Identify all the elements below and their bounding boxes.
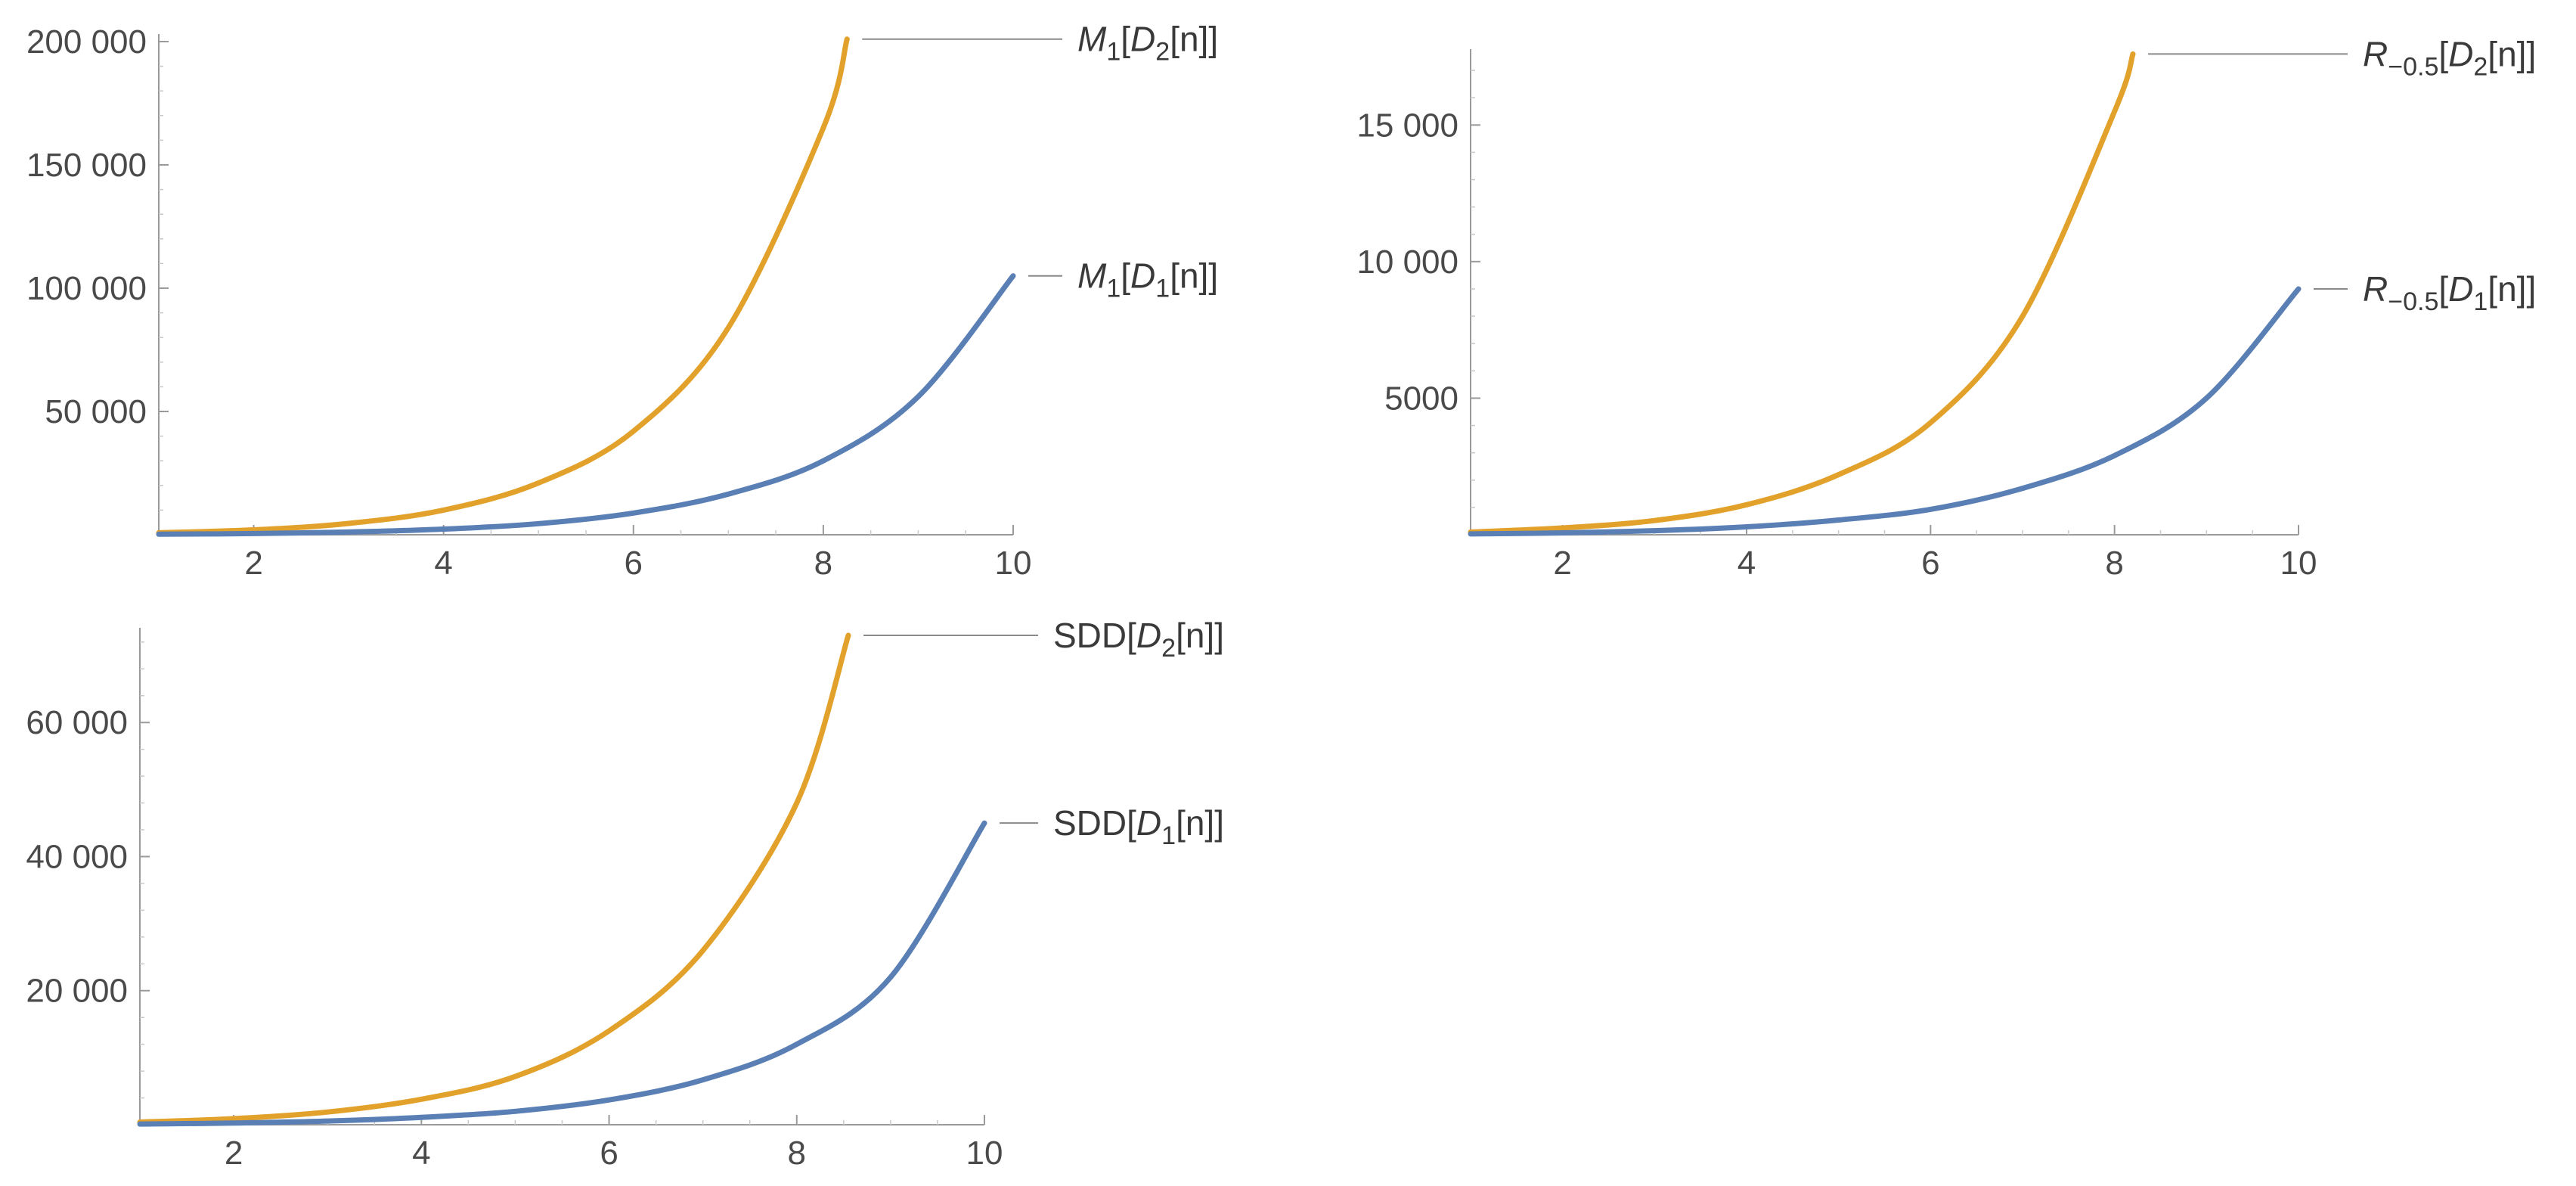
series-label-argsub: 1 bbox=[1161, 821, 1176, 850]
series-label: SDD[D2[n]] bbox=[1053, 616, 1224, 663]
series-label-base: SDD bbox=[1053, 803, 1127, 843]
series-line-2 bbox=[137, 820, 987, 1127]
series-label-arg: D bbox=[1136, 616, 1161, 655]
series-label-base: M bbox=[1077, 20, 1107, 59]
series-label-arg: D bbox=[1130, 20, 1155, 59]
x-tick-label: 2 bbox=[225, 1135, 243, 1172]
series-label-open: [ bbox=[2438, 34, 2448, 73]
series-label-arg: D bbox=[2448, 269, 2473, 309]
series-label-argsub: 1 bbox=[2473, 287, 2488, 316]
series-label-sub: 1 bbox=[1106, 275, 1121, 303]
y-tick-label: 15 000 bbox=[1356, 107, 1458, 144]
series-label: M1[D1[n]] bbox=[1077, 256, 1218, 303]
y-tick-label: 40 000 bbox=[26, 838, 128, 875]
series-label-tail: [n]] bbox=[1170, 20, 1218, 59]
series-label-arg: D bbox=[1136, 803, 1161, 843]
series-label-tail: [n]] bbox=[1176, 616, 1224, 655]
series-label-open: [ bbox=[1121, 256, 1130, 296]
series-label-sub: 1 bbox=[1106, 38, 1121, 67]
series-line-1 bbox=[156, 36, 850, 536]
x-tick-label: 10 bbox=[966, 1135, 1003, 1172]
series-label-sub: −0.5 bbox=[2388, 52, 2438, 81]
x-tick-label: 6 bbox=[625, 545, 643, 582]
y-tick-label: 100 000 bbox=[26, 270, 147, 307]
series-label: R−0.5[D2[n]] bbox=[2363, 34, 2536, 81]
series-label: SDD[D1[n]] bbox=[1053, 803, 1224, 850]
series-label-argsub: 2 bbox=[1161, 634, 1176, 663]
y-tick-label: 60 000 bbox=[26, 704, 128, 741]
x-tick-label: 8 bbox=[788, 1135, 806, 1172]
x-tick-label: 2 bbox=[1553, 545, 1571, 582]
series-label-base: M bbox=[1077, 256, 1107, 296]
series-line-1 bbox=[137, 632, 851, 1125]
y-tick-label: 10 000 bbox=[1356, 244, 1458, 281]
y-tick-label: 20 000 bbox=[26, 973, 128, 1010]
series-label-argsub: 2 bbox=[2473, 52, 2488, 81]
x-tick-label: 6 bbox=[600, 1135, 618, 1172]
x-tick-label: 2 bbox=[244, 545, 262, 582]
series-label-open: [ bbox=[1127, 616, 1136, 655]
y-tick-label: 150 000 bbox=[26, 147, 147, 184]
series-label-tail: [n]] bbox=[2488, 269, 2536, 309]
series-label-base: R bbox=[2363, 269, 2388, 309]
series-line-2 bbox=[156, 273, 1016, 537]
series-label-argsub: 2 bbox=[1155, 38, 1170, 67]
series-label: R−0.5[D1[n]] bbox=[2363, 269, 2536, 316]
series-label-arg: D bbox=[2448, 34, 2473, 73]
x-tick-label: 4 bbox=[434, 545, 452, 582]
x-tick-label: 6 bbox=[1921, 545, 1939, 582]
x-tick-label: 8 bbox=[2105, 545, 2123, 582]
series-label-base: R bbox=[2363, 34, 2388, 73]
x-tick-label: 10 bbox=[2280, 545, 2317, 582]
series-label: M1[D2[n]] bbox=[1077, 20, 1218, 67]
x-tick-label: 8 bbox=[814, 545, 832, 582]
series-label-open: [ bbox=[1127, 803, 1136, 843]
y-tick-label: 200 000 bbox=[26, 23, 147, 61]
series-label-tail: [n]] bbox=[2488, 34, 2536, 73]
series-label-open: [ bbox=[2438, 269, 2448, 309]
series-label-sub: −0.5 bbox=[2388, 287, 2438, 316]
series-line-1 bbox=[1468, 51, 2136, 535]
series-label-tail: [n]] bbox=[1170, 256, 1218, 296]
series-label-arg: D bbox=[1130, 256, 1155, 296]
series-label-tail: [n]] bbox=[1176, 803, 1224, 843]
series-label-open: [ bbox=[1121, 20, 1130, 59]
series-line-2 bbox=[1468, 286, 2302, 537]
y-tick-label: 50 000 bbox=[45, 393, 147, 430]
series-label-argsub: 1 bbox=[1155, 275, 1170, 303]
series-label-base: SDD bbox=[1053, 616, 1127, 655]
y-tick-label: 5000 bbox=[1384, 380, 1458, 417]
x-tick-label: 4 bbox=[1737, 545, 1756, 582]
x-tick-label: 4 bbox=[412, 1135, 430, 1172]
x-tick-label: 10 bbox=[995, 545, 1032, 582]
